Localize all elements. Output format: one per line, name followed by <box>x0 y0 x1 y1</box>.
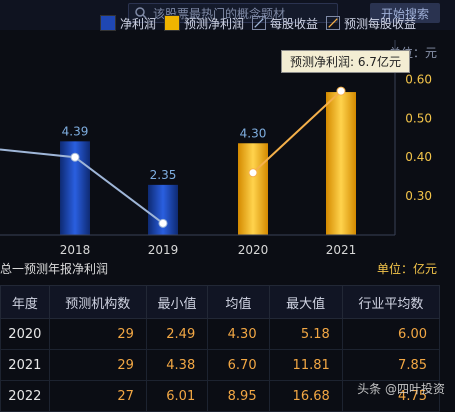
legend-forecast-net-profit[interactable]: 预测净利润 <box>164 15 244 32</box>
table-row: 2021 29 4.38 6.70 11.81 7.85 <box>0 349 441 381</box>
bar-value-label: 4.39 <box>62 124 89 138</box>
cell-max: 11.81 <box>268 349 343 381</box>
forecast-table: 年度 预测机构数 最小值 均值 最大值 行业平均数 2020 29 2.49 4… <box>0 285 441 412</box>
col-min: 最小值 <box>145 285 209 319</box>
forecast-eps-point[interactable] <box>336 86 346 96</box>
x-tick-label: 2019 <box>148 243 179 257</box>
chart-legend: 净利润 预测净利润 每股收益 预测每股收益 <box>100 14 424 32</box>
cell-mean: 8.95 <box>207 380 270 412</box>
unit-label-bottom: 单位：亿元 <box>376 262 437 276</box>
legend-swatch <box>164 15 181 31</box>
col-mean: 均值 <box>207 285 270 319</box>
cell-institutions: 29 <box>48 349 147 381</box>
col-max: 最大值 <box>268 285 343 319</box>
cell-industry-avg: 7.85 <box>341 349 441 381</box>
legend-label: 净利润 <box>120 16 157 31</box>
legend-label: 预测每股收益 <box>344 16 417 31</box>
cell-institutions: 29 <box>48 318 147 350</box>
col-industry-avg: 行业平均数 <box>341 285 441 319</box>
cell-max: 16.68 <box>268 380 343 412</box>
cell-mean: 6.70 <box>207 349 270 381</box>
legend-forecast-eps[interactable]: 预测每股收益 <box>326 15 416 32</box>
table-section-title: 总一预测年报净利润 <box>0 262 109 276</box>
legend-label: 每股收益 <box>270 16 319 31</box>
cell-min: 2.49 <box>145 318 209 350</box>
cell-min: 6.01 <box>145 380 209 412</box>
cell-year: 2021 <box>0 349 50 381</box>
search-bar: 该股票最热门的概念题材 开始搜索 <box>0 0 455 30</box>
x-tick-label: 2020 <box>238 243 269 257</box>
table-header-row: 年度 预测机构数 最小值 均值 最大值 行业平均数 <box>0 285 441 319</box>
table-row: 2020 29 2.49 4.30 5.18 6.00 <box>0 318 441 350</box>
legend-net-profit[interactable]: 净利润 <box>100 15 156 32</box>
legend-label: 预测净利润 <box>184 16 245 31</box>
bar-value-label: 2.35 <box>150 168 177 182</box>
line-swatch-icon <box>326 16 341 30</box>
eps-point[interactable] <box>70 152 80 162</box>
legend-eps[interactable]: 每股收益 <box>252 15 318 32</box>
profit-chart: 4.39 2.35 4.30 0.60 0.50 0.40 0.30 2018 2019 20… <box>0 40 432 257</box>
watermark: 头条 @四叶投资 <box>357 382 445 396</box>
col-institutions: 预测机构数 <box>48 285 147 319</box>
bar-2021[interactable] <box>326 92 356 235</box>
search-input[interactable]: 该股票最热门的概念题材 <box>128 3 338 23</box>
search-icon <box>135 7 147 19</box>
search-placeholder: 该股票最热门的概念题材 <box>153 6 286 21</box>
cell-year: 2022 <box>0 380 50 412</box>
x-tick-label: 2018 <box>60 243 91 257</box>
legend-swatch <box>100 15 116 31</box>
y-tick-label: 0.40 <box>405 150 432 164</box>
bar-2020[interactable] <box>238 143 268 235</box>
y-tick-label: 0.30 <box>405 189 432 203</box>
search-button[interactable]: 开始搜索 <box>370 3 440 23</box>
eps-point[interactable] <box>158 218 168 228</box>
cell-year: 2020 <box>0 318 50 350</box>
col-year: 年度 <box>0 285 50 319</box>
cell-max: 5.18 <box>268 318 343 350</box>
bar-value-label: 4.30 <box>240 126 267 140</box>
line-swatch-icon <box>252 16 267 30</box>
forecast-tooltip: 预测净利润: 6.7亿元 <box>281 50 410 73</box>
forecast-eps-point[interactable] <box>248 168 258 178</box>
y-tick-label: 0.60 <box>405 72 432 86</box>
cell-institutions: 27 <box>48 380 147 412</box>
cell-mean: 4.30 <box>207 318 270 350</box>
cell-industry-avg: 6.00 <box>341 318 441 350</box>
x-tick-label: 2021 <box>326 243 357 257</box>
y-tick-label: 0.50 <box>405 111 432 125</box>
forecast-eps-line <box>252 90 342 174</box>
cell-min: 4.38 <box>145 349 209 381</box>
